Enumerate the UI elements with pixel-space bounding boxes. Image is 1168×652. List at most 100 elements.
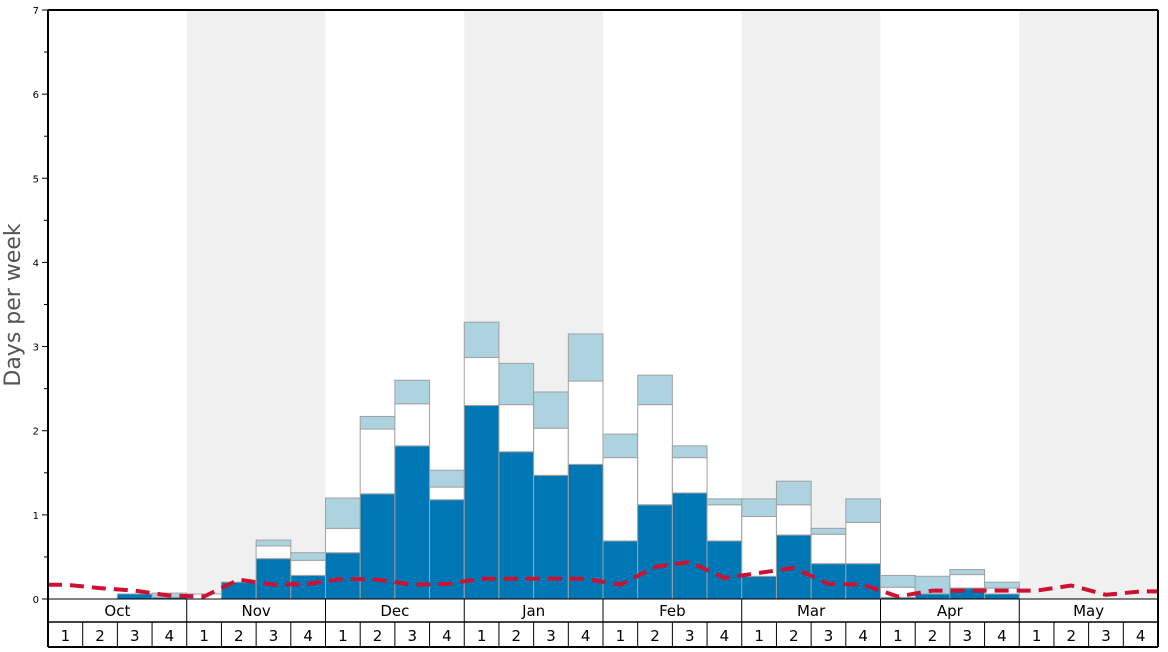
bar-segment xyxy=(290,559,326,576)
bar-segment xyxy=(671,492,708,600)
month-band xyxy=(186,10,326,599)
bar-segment xyxy=(706,540,743,600)
week-label: 3 xyxy=(685,627,695,645)
month-band xyxy=(880,10,1020,599)
average-line xyxy=(48,560,1158,599)
month-label: Mar xyxy=(797,602,826,620)
week-label: 3 xyxy=(269,627,279,645)
bar-segment xyxy=(845,521,881,565)
bar-segment xyxy=(533,391,569,429)
bar-segment xyxy=(810,563,847,600)
bar-segment xyxy=(359,428,396,495)
y-axis-ticks: 0 1 2 3 4 5 6 7 xyxy=(33,6,48,606)
week-label: 4 xyxy=(997,627,1007,645)
week-label: 1 xyxy=(754,627,764,645)
bar-segment xyxy=(775,480,812,506)
week-label: 4 xyxy=(303,627,313,645)
y-tick-label: 6 xyxy=(33,90,39,101)
average-line-layer xyxy=(48,560,1158,599)
bar-segment xyxy=(567,333,604,382)
bar-segment xyxy=(498,404,535,453)
bar-segment xyxy=(637,504,673,600)
y-tick-label: 5 xyxy=(33,174,39,185)
week-label: 3 xyxy=(407,627,417,645)
bar-segment xyxy=(637,374,673,406)
month-label: Feb xyxy=(659,602,686,620)
y-tick-label: 2 xyxy=(33,427,39,438)
week-label: 2 xyxy=(512,627,522,645)
bar-segment xyxy=(602,540,639,600)
week-label: 1 xyxy=(61,627,71,645)
week-label: 1 xyxy=(477,627,487,645)
bar-segment xyxy=(463,357,500,406)
week-label: 2 xyxy=(650,627,660,645)
week-label: 2 xyxy=(1067,627,1077,645)
bar-segment xyxy=(394,379,431,405)
bar-segment xyxy=(359,415,396,430)
bar-segment xyxy=(845,563,881,600)
month-label: Nov xyxy=(241,602,270,620)
x-axis-labels: Oct 1 2 3 4 Nov 1 2 3 4 Dec 1 2 3 4 Jan 1 2 3 4 Feb 1 2 3 4 Mar 1 2… xyxy=(61,602,1146,645)
week-label: 4 xyxy=(442,627,452,645)
bar-segment xyxy=(602,433,639,459)
bar-segment xyxy=(325,497,361,529)
bar-segment xyxy=(463,321,500,359)
week-label: 3 xyxy=(824,627,834,645)
week-label: 1 xyxy=(338,627,348,645)
bar-segment xyxy=(949,574,986,589)
bar-segment xyxy=(429,486,465,501)
week-label: 4 xyxy=(1136,627,1146,645)
y-tick-label: 3 xyxy=(33,343,39,354)
bar-segment xyxy=(290,552,326,561)
month-band xyxy=(1019,10,1158,599)
week-label: 3 xyxy=(130,627,140,645)
bar-segment xyxy=(880,574,916,588)
week-label: 1 xyxy=(1032,627,1042,645)
bar-segment xyxy=(984,593,1020,600)
week-label: 2 xyxy=(928,627,938,645)
week-label: 4 xyxy=(581,627,591,645)
bar-segment xyxy=(602,457,639,542)
bar-segment xyxy=(394,445,431,600)
bar-segment xyxy=(567,380,604,465)
bar-segment xyxy=(671,445,708,459)
bar-segment xyxy=(775,504,812,536)
bar-segment xyxy=(116,593,153,600)
y-axis-label: Days per week xyxy=(1,223,26,386)
bar-segment xyxy=(637,404,673,506)
week-label: 4 xyxy=(165,627,175,645)
bar-segment xyxy=(359,493,396,600)
bar-segment xyxy=(463,404,500,600)
bar-segment xyxy=(741,498,777,518)
bar-segment xyxy=(567,463,604,600)
month-label: May xyxy=(1073,602,1104,620)
week-label: 1 xyxy=(893,627,903,645)
bar-segment xyxy=(255,545,292,560)
bar-segment xyxy=(984,581,1020,589)
y-tick-label: 4 xyxy=(33,258,39,269)
y-tick-label: 1 xyxy=(33,511,39,522)
bar-segment xyxy=(533,427,569,476)
month-label: Oct xyxy=(104,602,130,620)
bar-segment xyxy=(255,539,292,547)
week-label: 1 xyxy=(616,627,626,645)
week-label: 4 xyxy=(858,627,868,645)
bar-segment xyxy=(845,498,881,523)
week-label: 3 xyxy=(1101,627,1111,645)
week-label: 2 xyxy=(789,627,799,645)
bar-segment xyxy=(741,516,777,577)
bar-segment xyxy=(429,469,465,488)
week-label: 4 xyxy=(720,627,730,645)
bar-segment xyxy=(255,558,292,600)
week-label: 2 xyxy=(95,627,105,645)
bar-segment xyxy=(671,457,708,494)
bar-segment xyxy=(741,575,777,600)
month-label: Jan xyxy=(521,602,545,620)
month-label: Dec xyxy=(380,602,409,620)
y-tick-label: 7 xyxy=(33,6,39,17)
month-label: Apr xyxy=(937,602,964,620)
week-label: 3 xyxy=(546,627,556,645)
bar-segment xyxy=(394,403,431,447)
